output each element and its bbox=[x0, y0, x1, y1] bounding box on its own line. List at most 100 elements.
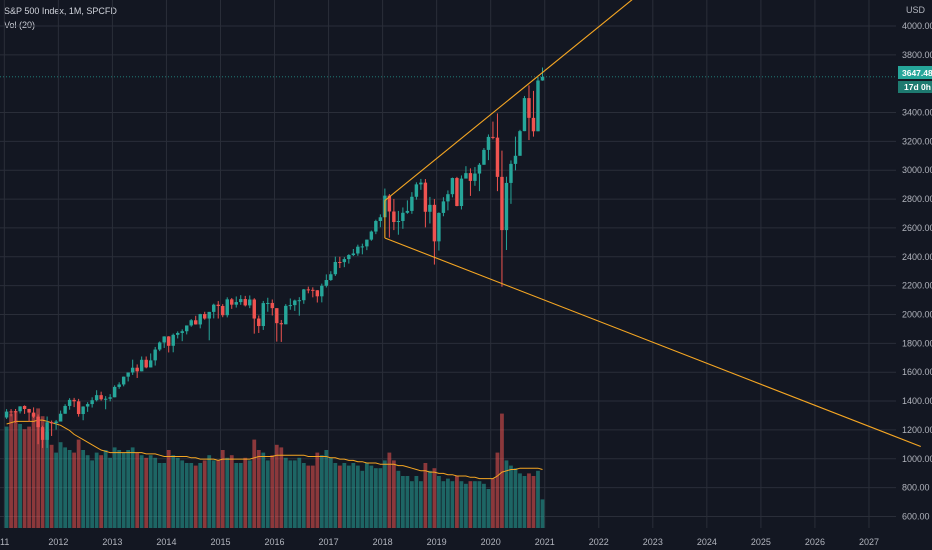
volume-bar bbox=[428, 470, 432, 528]
candle-body bbox=[338, 261, 342, 263]
candle-body bbox=[212, 304, 216, 312]
volume-bar bbox=[207, 455, 212, 528]
volume-bar bbox=[94, 452, 99, 528]
candle-body bbox=[135, 367, 139, 372]
candle-body bbox=[216, 304, 220, 306]
volume-bar bbox=[4, 426, 9, 528]
volume-bar bbox=[292, 460, 297, 528]
candle-body bbox=[320, 285, 324, 297]
volume-bar bbox=[112, 447, 117, 528]
last-price-tag-bg bbox=[898, 66, 932, 79]
price-tick-label: 2400.00 bbox=[902, 252, 932, 262]
candle-body bbox=[203, 314, 207, 319]
candle-body bbox=[279, 323, 283, 325]
candle-body bbox=[437, 212, 441, 242]
candle-body bbox=[378, 217, 383, 222]
volume-bar bbox=[373, 468, 378, 528]
price-axis[interactable]: USD 600.00 800.00 1000.00 1200.00 1400.00 160… bbox=[902, 5, 932, 521]
volume-bar bbox=[148, 455, 153, 528]
volume-bar bbox=[464, 483, 468, 528]
price-tick-label: 3400.00 bbox=[902, 108, 932, 118]
price-candles bbox=[4, 67, 545, 448]
time-tick-label: 2018 bbox=[373, 537, 393, 547]
candle-body bbox=[360, 246, 365, 248]
candle-body bbox=[284, 305, 288, 325]
candle-body bbox=[491, 136, 495, 138]
candle-body bbox=[90, 400, 94, 405]
price-tick-label: 1600.00 bbox=[902, 367, 932, 377]
candle-body bbox=[22, 405, 27, 409]
candle-body bbox=[495, 137, 500, 177]
time-tick-label: 2013 bbox=[102, 537, 122, 547]
candle-body bbox=[333, 261, 338, 275]
volume-bar bbox=[279, 447, 284, 528]
volume-bar bbox=[432, 468, 437, 528]
candle-body bbox=[522, 98, 527, 132]
time-axis[interactable]: 11 2012 2013 2014 2015 2016 2017 2018 2019 2020 20… bbox=[0, 537, 879, 547]
candle-body bbox=[117, 384, 121, 387]
volume-bar bbox=[441, 481, 446, 528]
time-tick-label: 2026 bbox=[805, 537, 825, 547]
time-tick-label: 2012 bbox=[48, 537, 68, 547]
volume-bar bbox=[103, 450, 108, 528]
candle-body bbox=[54, 421, 58, 424]
volume-bar bbox=[202, 460, 207, 528]
volume-bar bbox=[261, 452, 266, 528]
volume-bar bbox=[72, 452, 77, 528]
candle-body bbox=[234, 302, 238, 305]
candle-body bbox=[387, 195, 392, 212]
volume-bar bbox=[229, 455, 234, 528]
volume-bar bbox=[121, 452, 126, 528]
candle-body bbox=[392, 211, 396, 223]
candle-body bbox=[342, 259, 347, 263]
candle-body bbox=[293, 300, 297, 306]
volume-bar bbox=[22, 429, 27, 528]
volume-bar bbox=[337, 465, 342, 528]
volume-bar bbox=[108, 457, 113, 528]
trendlines[interactable] bbox=[384, 0, 921, 448]
candle-body bbox=[414, 184, 419, 197]
volume-indicator-label[interactable]: Vol (20) bbox=[4, 20, 36, 30]
candle-body bbox=[221, 305, 225, 316]
candle-body bbox=[527, 98, 531, 118]
candle-body bbox=[306, 289, 311, 291]
candle-body bbox=[153, 349, 157, 361]
candle-body bbox=[504, 182, 509, 231]
price-tick-label: 2800.00 bbox=[902, 194, 932, 204]
candle-body bbox=[270, 302, 274, 309]
candle-body bbox=[27, 408, 31, 413]
volume-bar bbox=[90, 460, 95, 528]
currency-label: USD bbox=[906, 5, 926, 15]
symbol-title[interactable]: S&P 500 Index, 1M, SPCFD bbox=[4, 6, 117, 16]
candle-body bbox=[243, 299, 247, 306]
price-tick-label: 800.00 bbox=[902, 483, 930, 493]
candle-body bbox=[31, 412, 36, 417]
candle-body bbox=[428, 204, 432, 212]
price-tick-label: 1000.00 bbox=[902, 454, 932, 464]
candle-body bbox=[459, 178, 464, 207]
price-tick-label: 4000.00 bbox=[902, 21, 932, 31]
bar-countdown: 17d 0h bbox=[904, 82, 931, 92]
volume-bar bbox=[166, 450, 171, 528]
candle-body bbox=[67, 399, 72, 406]
volume-bar bbox=[531, 476, 536, 528]
price-tick-label: 2000.00 bbox=[902, 309, 932, 319]
volume-bar bbox=[283, 457, 288, 528]
time-tick-label: 2027 bbox=[859, 537, 879, 547]
candle-body bbox=[139, 359, 144, 372]
candle-body bbox=[81, 406, 85, 415]
candle-body bbox=[482, 149, 486, 165]
time-tick-label: 2020 bbox=[481, 537, 501, 547]
volume-bar bbox=[459, 481, 464, 528]
volume-bar bbox=[40, 416, 45, 528]
candle-body bbox=[432, 204, 437, 242]
volume-bar bbox=[360, 470, 365, 528]
volume-bar bbox=[477, 481, 482, 528]
volume-bar bbox=[446, 478, 450, 528]
volume-bar bbox=[369, 465, 374, 528]
volume-bar bbox=[382, 460, 387, 528]
volume-bar bbox=[450, 481, 455, 528]
price-tick-label: 3000.00 bbox=[902, 165, 932, 175]
volume-bar bbox=[211, 460, 216, 528]
